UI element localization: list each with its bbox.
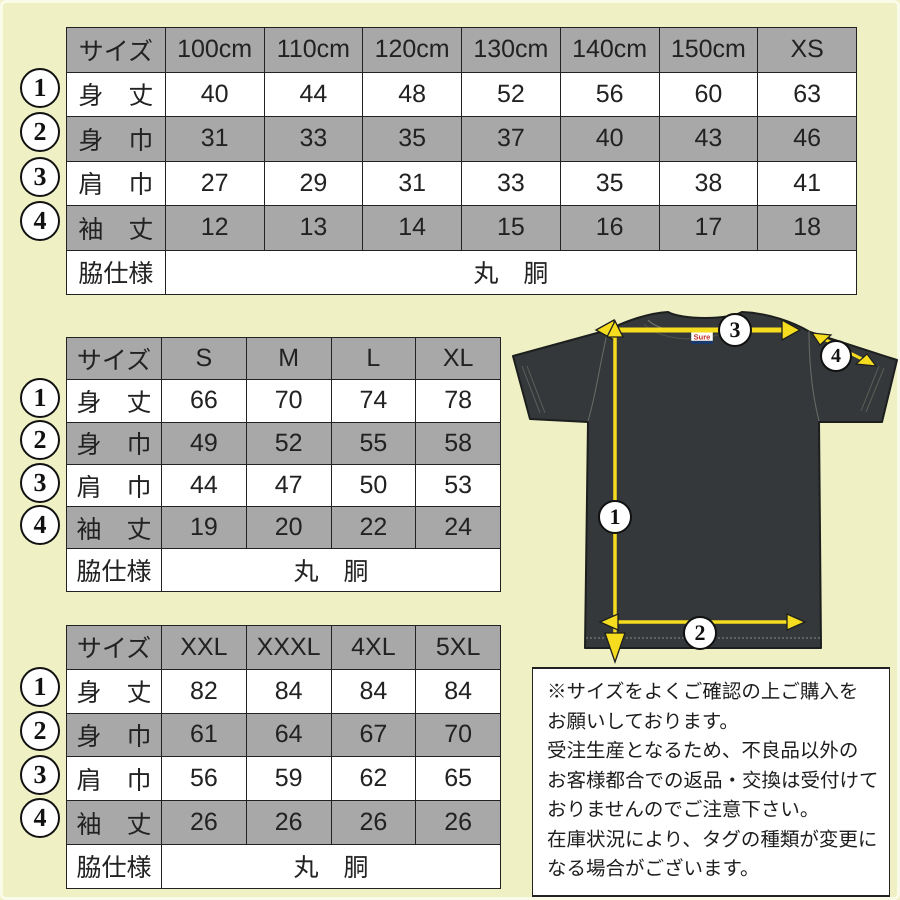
svg-text:Sure: Sure: [694, 333, 711, 342]
